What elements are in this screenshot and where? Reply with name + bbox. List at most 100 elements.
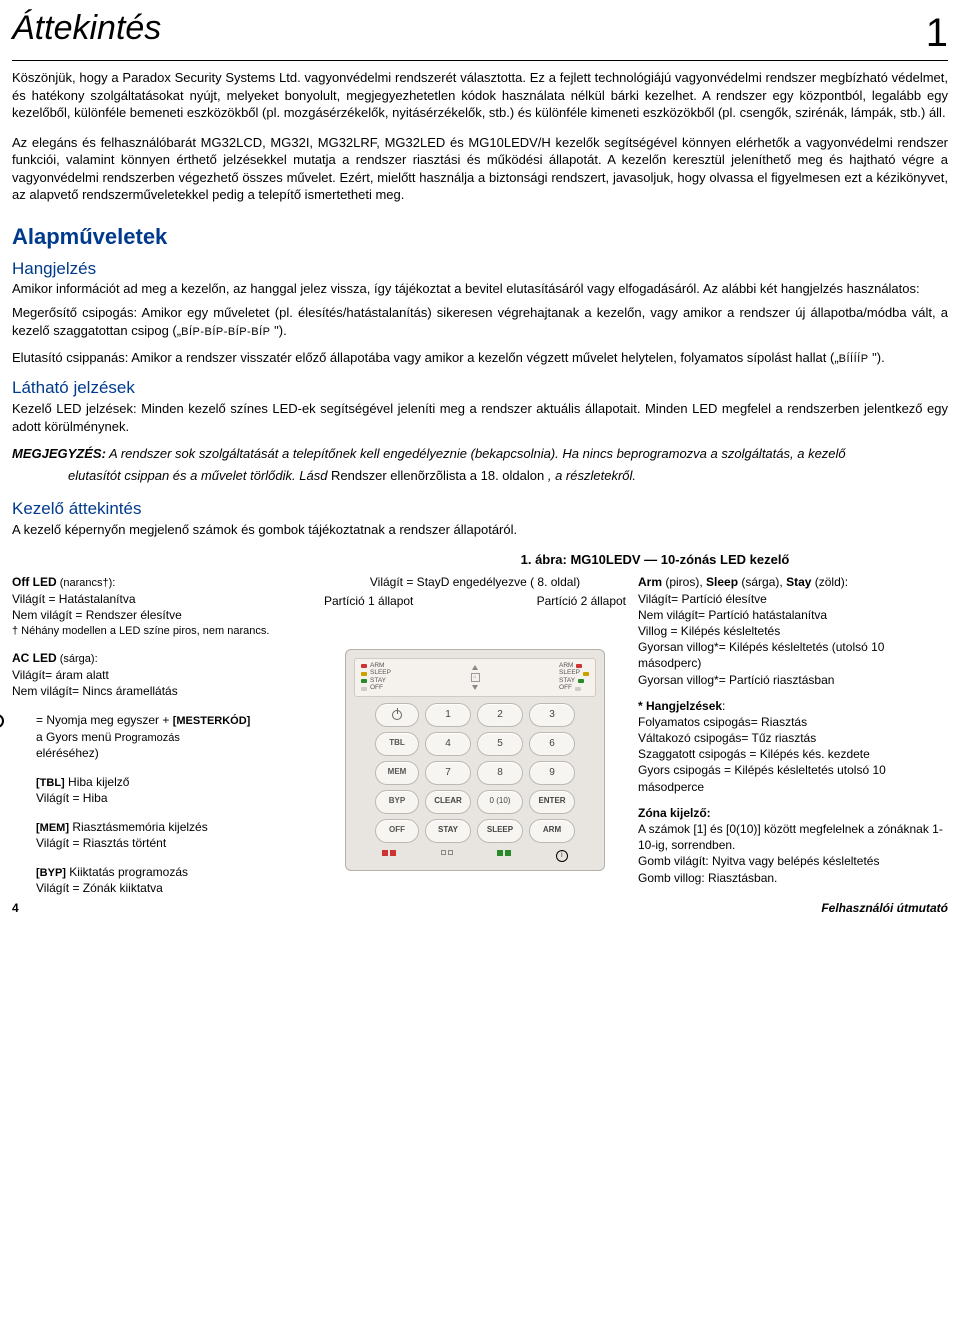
ass-blink: Villog = Kilépés késleltetés [638,623,948,639]
key-1[interactable]: 1 [425,703,471,727]
figure-caption: 1. ábra: MG10LEDV — 10-zónás LED kezelő [362,551,948,569]
key-8[interactable]: 8 [477,761,523,785]
ac-led-lit: Világít= áram alatt [12,667,312,683]
triangle-up-icon [472,665,478,670]
tbl-key: [TBL] [36,777,65,789]
zone-display-heading: Zóna kijelző: [638,806,711,820]
clear-button[interactable]: CLEAR [425,790,471,814]
basic-ops-heading: Alapműveletek [12,222,948,252]
ac-led-heading: AC LED [12,651,57,665]
key-6[interactable]: 6 [529,732,575,756]
confirm-beep-sound: BÍP-BÍP-BÍP-BÍP [181,326,270,338]
power-line2: a Gyors menü Programozás [36,729,312,746]
visual-paragraph: Kezelő LED jelzések: Minden kezelő színe… [12,400,948,435]
visual-heading: Látható jelzések [12,377,948,400]
ac-led-color: (sárga): [57,653,98,665]
off-led-unlit: Nem világít = Rendszer élesítve [12,607,312,623]
figure-right-callouts: Arm (piros), Sleep (sárga), Stay (zöld):… [638,574,948,895]
reject-end: "). [869,350,885,365]
note-line1: MEGJEGYZÉS: A rendszer sok szolgáltatásá… [12,445,948,463]
partition1-leds: ARM SLEEP STAY OFF [361,663,391,692]
tbl-lit: Világít = Hiba [36,790,312,806]
key-5[interactable]: 5 [477,732,523,756]
enter-button[interactable]: ENTER [529,790,575,814]
ass-fast1: Gyorsan villog*= Kilépés késleltetés (ut… [638,639,948,671]
tbl-desc: Hiba kijelző [65,775,130,789]
intro-p2: Az elegáns és felhasználóbarát MG32LCD, … [12,134,948,204]
key-4[interactable]: 4 [425,732,471,756]
confirm-beep-paragraph: Megerősítő csipogás: Amikor egy művelete… [12,304,948,339]
off-button[interactable]: OFF [375,819,419,843]
sleep-button[interactable]: SLEEP [477,819,523,843]
key-9[interactable]: 9 [529,761,575,785]
hj-3: Szaggatott csipogás = Kilépés kés. kezde… [638,746,948,762]
byp-desc: Kiiktatás programozás [66,865,188,879]
bottom-icons: i [354,848,596,862]
chapter-number: 1 [926,6,948,60]
power-line1: = Nyomja meg egyszer + [MESTERKÓD] [36,712,312,729]
panic-icon [497,850,511,862]
hj-4: Gyors csipogás = Kilépés késleltetés uto… [638,762,948,794]
byp-key: [BYP] [36,867,66,879]
triangle-down-icon [472,685,478,690]
reject-beep-sound: BÍÍÍÍP [839,353,869,365]
reject-beep-paragraph: Elutasító csippanás: Amikor a rendszer v… [12,349,948,367]
byp-lit: Világít = Zónák kiiktatva [36,880,312,896]
key-2[interactable]: 2 [477,703,523,727]
figure-keypad: Világít = StayD engedélyezve ( 8. oldal)… [320,574,630,870]
chapter-title: Áttekintés [12,6,161,52]
note-label: MEGJEGYZÉS: [12,446,106,461]
hj-heading: * Hangjelzések [638,699,722,713]
keypad-device: ARM SLEEP STAY OFF ⌂ ARM SLEEP STAY [345,649,605,871]
confirm-end: "). [271,323,287,338]
partition2-leds: ARM SLEEP STAY OFF [559,663,589,692]
info-icon: i [556,850,568,862]
byp-button[interactable]: BYP [375,790,419,814]
note-body1: A rendszer sok szolgáltatását a telepítő… [106,446,846,461]
power-key[interactable] [375,703,419,727]
aux-icon [441,850,453,862]
partition1-label: Partíció 1 állapot [324,593,413,609]
reject-text: Amikor a rendszer visszatér előző állapo… [131,350,838,365]
zone-display-2: Gomb világít: Nyitva vagy belépés késlel… [638,853,948,869]
note-tail: , a részletekről. [548,468,636,483]
partition-display: ARM SLEEP STAY OFF ⌂ ARM SLEEP STAY [354,658,596,697]
confirm-text: Amikor egy műveletet (pl. élesítés/hatás… [12,305,948,338]
ass-fast2: Gyorsan villog*= Partíció riasztásban [638,672,948,688]
mem-key: [MEM] [36,822,69,834]
intro-p1: Köszönjük, hogy a Paradox Security Syste… [12,69,948,122]
ass-lit: Világít= Partíció élesítve [638,591,948,607]
zone-display-3: Gomb villog: Riasztásban. [638,870,948,886]
audio-paragraph: Amikor információt ad meg a kezelőn, az … [12,280,948,298]
overview-heading: Kezelő áttekintés [12,498,948,521]
arm-sleep-stay-heading: Arm (piros), Sleep (sárga), Stay (zöld): [638,574,948,590]
arm-button[interactable]: ARM [529,819,575,843]
stay-button[interactable]: STAY [425,819,471,843]
mem-button[interactable]: MEM [375,761,419,785]
tbl-button[interactable]: TBL [375,732,419,756]
zone-display-1: A számok [1] és [0(10)] között megfeleln… [638,821,948,853]
note-body2: elutasítót csippan és a művelet törlődik… [68,468,331,483]
page-number: 4 [12,900,19,916]
off-led-lit: Világít = Hatástalanítva [12,591,312,607]
note-line2: elutasítót csippan és a művelet törlődik… [12,467,948,485]
audio-heading: Hangjelzés [12,258,948,281]
key-7[interactable]: 7 [425,761,471,785]
hj-2: Váltakozó csipogás= Tűz riasztás [638,730,948,746]
ass-unlit: Nem világít= Partíció hatástalanítva [638,607,948,623]
stayd-label: Világít = StayD engedélyezve ( 8. oldal) [320,574,630,590]
power-icon [0,714,4,728]
note-page: a 18. oldalon [466,468,548,483]
partition2-label: Partíció 2 állapot [537,593,626,609]
mem-desc: Riasztásmemória kijelzés [69,820,208,834]
key-0[interactable]: 0 (10) [477,790,523,814]
ac-led-unlit: Nem világít= Nincs áramellátás [12,683,312,699]
key-3[interactable]: 3 [529,703,575,727]
mem-lit: Világít = Riasztás történt [36,835,312,851]
off-led-color: (narancs†): [57,577,116,589]
doc-title-footer: Felhasználói útmutató [821,900,948,916]
off-led-footnote: † Néhány modellen a LED színe piros, nem… [12,624,312,639]
reject-label: Elutasító csippanás: [12,350,131,365]
note-ref: Rendszer ellenõrzõlista [331,468,466,483]
off-led-heading: Off LED [12,575,57,589]
